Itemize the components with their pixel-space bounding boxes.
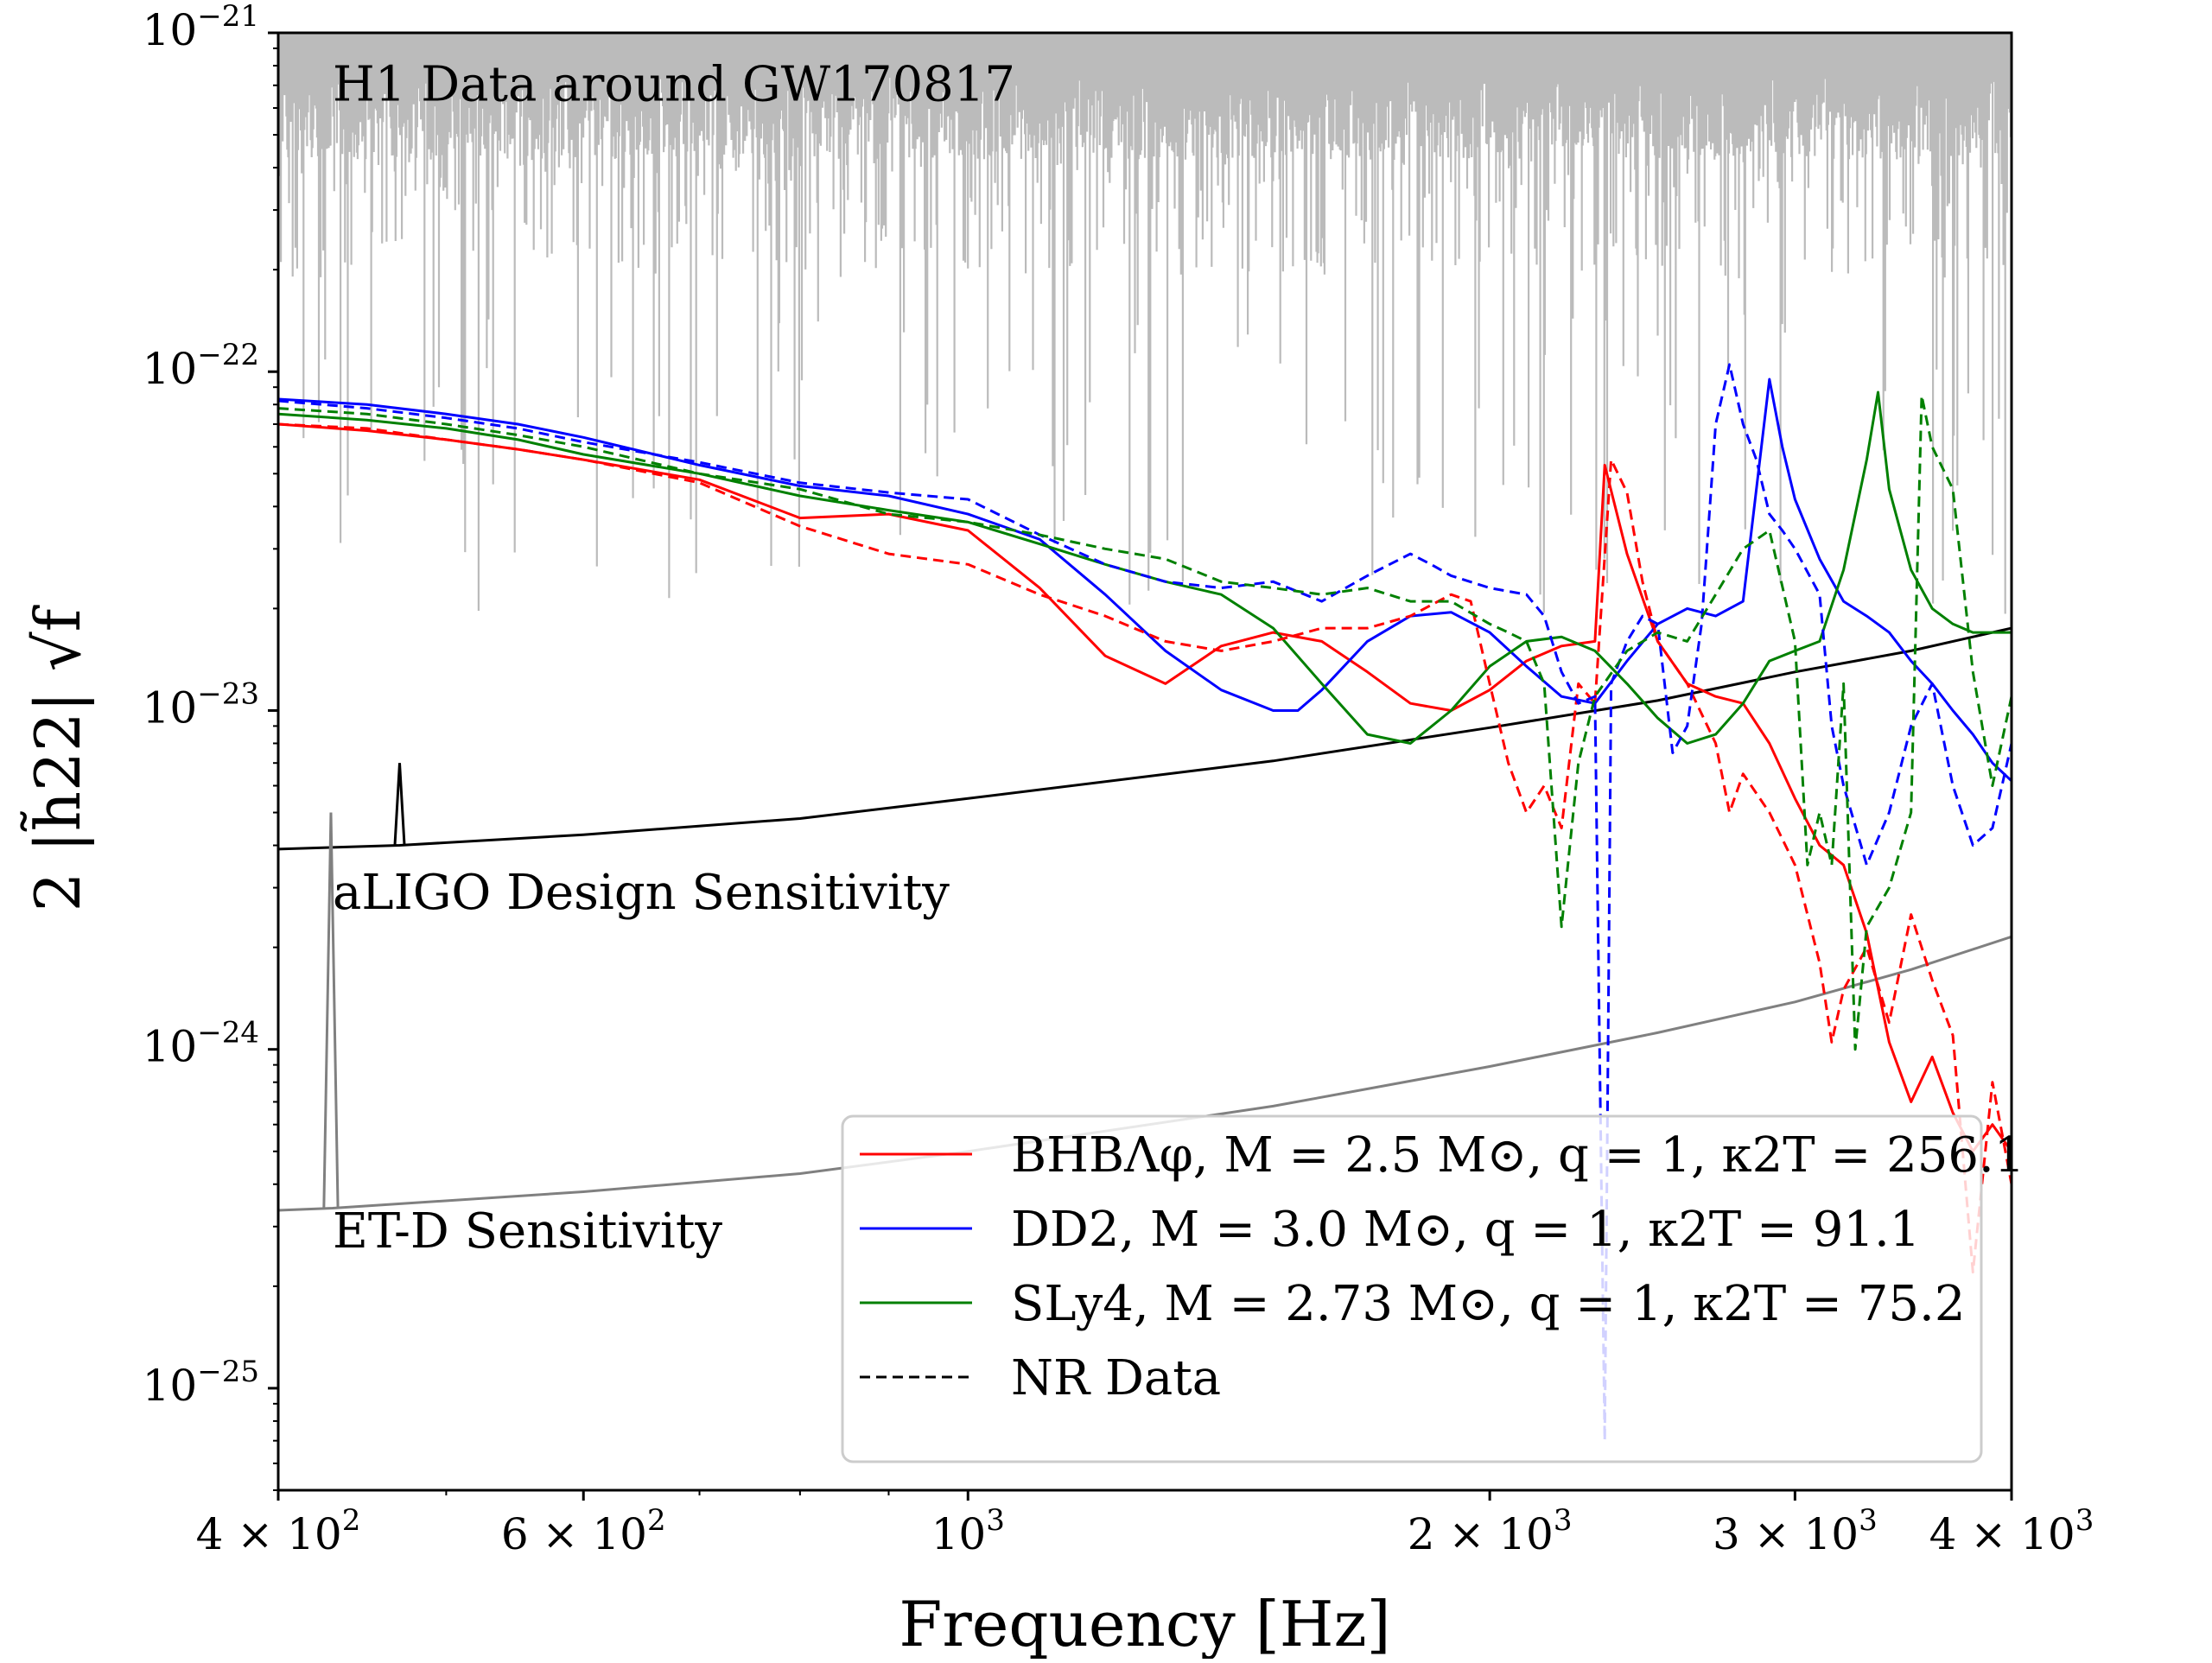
x-tick-label: 103 xyxy=(931,1503,1005,1559)
series-dd2-nr xyxy=(278,363,2012,1443)
series-sly4-nr xyxy=(278,394,2012,1051)
x-tick-label: 6 × 102 xyxy=(501,1503,666,1559)
legend-label-1: BHBΛφ, M = 2.5 M⊙, q = 1, κ2T = 256.1 xyxy=(1011,1127,2024,1184)
plot-frame xyxy=(276,31,2013,1492)
legend-label-3: SLy4, M = 2.73 M⊙, q = 1, κ2T = 75.2 xyxy=(1011,1276,1965,1332)
series-h1-data xyxy=(278,33,2012,614)
legend-entries: BHBΛφ, M = 2.5 M⊙, q = 1, κ2T = 256.1 DD2… xyxy=(860,1127,2024,1406)
aligo-spike xyxy=(393,763,406,847)
x-tick-label: 4 × 103 xyxy=(1929,1503,2094,1559)
annotation-aligo-design-sensitivity: aLIGO Design Sensitivity xyxy=(333,865,950,921)
legend: BHBΛφ, M = 2.5 M⊙, q = 1, κ2T = 256.1 DD2… xyxy=(841,1114,2024,1463)
annotation-h1-data-around-gw170817: H1 Data around GW170817 xyxy=(333,57,1015,113)
etd-spike xyxy=(322,812,340,1209)
y-tick-label: 10−25 xyxy=(143,1355,259,1411)
annotation-et-d-sensitivity: ET-D Sensitivity xyxy=(333,1203,722,1260)
series-aligo-design-sensitivity xyxy=(278,626,2012,851)
x-axis-label: Frequency [Hz] xyxy=(899,1588,1390,1659)
series-layer xyxy=(278,33,2012,1443)
y-tick-label: 10−21 xyxy=(143,0,259,55)
y-tick-label: 10−23 xyxy=(143,676,259,733)
y-tick-label: 10−24 xyxy=(143,1016,259,1072)
series-et-d-sensitivity xyxy=(278,935,2012,1212)
x-tick-label: 2 × 103 xyxy=(1408,1503,1573,1559)
series-sly4-fit xyxy=(278,390,2012,745)
y-axis-label: 2 |h̃22| √f xyxy=(19,605,94,911)
legend-label-4: NR Data xyxy=(1011,1350,1221,1406)
x-tick-label: 3 × 103 xyxy=(1713,1503,1878,1559)
legend-box xyxy=(841,1114,1983,1463)
legend-label-2: DD2, M = 3.0 M⊙, q = 1, κ2T = 91.1 xyxy=(1011,1202,1920,1258)
annotation-layer: H1 Data around GW170817 aLIGO Design Sens… xyxy=(333,57,1015,1260)
series-bhb-nr xyxy=(278,422,2012,1274)
series-dd2-fit xyxy=(278,378,2012,782)
x-tick-label: 4 × 102 xyxy=(196,1503,361,1559)
y-tick-label: 10−22 xyxy=(143,338,259,394)
tick-layer: 4 × 102 6 × 102 103 2 × 103 3 × 103 4 × 103 10… xyxy=(143,0,2094,1559)
